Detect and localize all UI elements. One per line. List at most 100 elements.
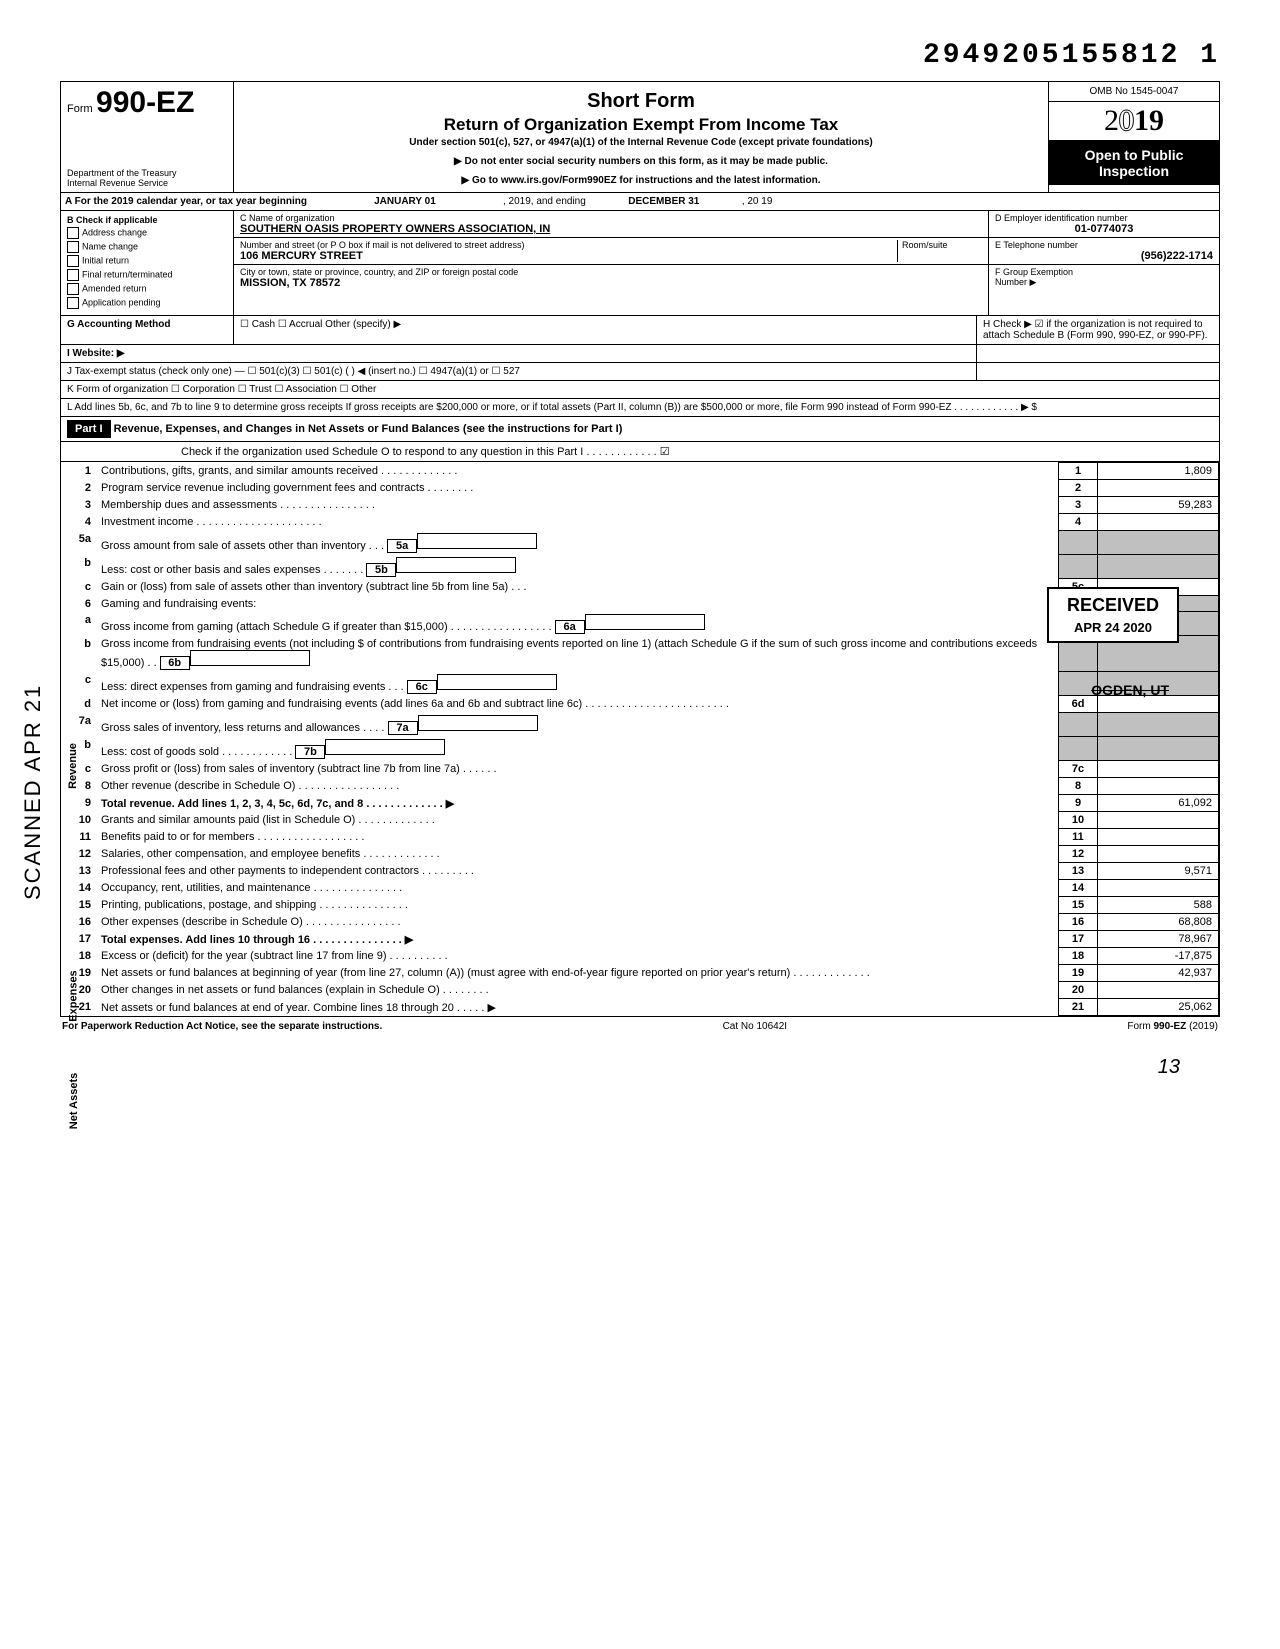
line-8: 8Other revenue (describe in Schedule O) … xyxy=(61,778,1219,795)
title-short-form: Short Form xyxy=(244,90,1038,113)
chk-amended-return[interactable]: Amended return xyxy=(67,283,227,295)
row-a-tail: , 20 19 xyxy=(738,193,777,210)
line-18: 18Excess or (deficit) for the year (subt… xyxy=(61,948,1219,965)
header-left: Form 990-EZ Department of the Treasury I… xyxy=(61,82,234,192)
document-id: 2949205155812 1 xyxy=(60,40,1220,71)
scanned-stamp: SCANNED APR 21 xyxy=(20,684,46,900)
footer-right: Form 990-EZ (2019) xyxy=(1127,1021,1218,1032)
line-16: 16Other expenses (describe in Schedule O… xyxy=(61,914,1219,931)
row-i-label: I Website: ▶ xyxy=(61,345,233,362)
chk-label-5: Application pending xyxy=(82,297,161,307)
line-14: 14Occupancy, rent, utilities, and mainte… xyxy=(61,880,1219,897)
open-line1: Open to Public xyxy=(1051,147,1217,163)
line-4: 4Investment income . . . . . . . . . . .… xyxy=(61,514,1219,531)
cell-street: Number and street (or P O box if mail is… xyxy=(234,238,988,265)
line-20: 20Other changes in net assets or fund ba… xyxy=(61,982,1219,999)
col-cde: C Name of organization SOUTHERN OASIS PR… xyxy=(234,211,989,315)
header-sub: Under section 501(c), 527, or 4947(a)(1)… xyxy=(244,137,1038,148)
header-note1: ▶ Do not enter social security numbers o… xyxy=(244,156,1038,167)
line-5b: bLess: cost or other basis and sales exp… xyxy=(61,555,1219,579)
row-i: I Website: ▶ xyxy=(61,345,1219,363)
chk-label-0: Address change xyxy=(82,227,147,237)
line-6a: aGross income from gaming (attach Schedu… xyxy=(61,612,1219,636)
chk-final-return[interactable]: Final return/terminated xyxy=(67,269,227,281)
chk-application-pending[interactable]: Application pending xyxy=(67,297,227,309)
dept-treasury: Department of the Treasury xyxy=(67,168,227,178)
e-phone: (956)222-1714 xyxy=(995,250,1213,262)
omb-number: OMB No 1545-0047 xyxy=(1049,82,1219,102)
col-b: B Check if applicable Address change Nam… xyxy=(61,211,234,315)
c-org-name: SOUTHERN OASIS PROPERTY OWNERS ASSOCIATI… xyxy=(240,223,982,235)
open-line2: Inspection xyxy=(1051,163,1217,179)
row-a-end: DECEMBER 31 xyxy=(590,193,738,210)
row-g-label: G Accounting Method xyxy=(61,316,234,344)
row-j-label: J Tax-exempt status (check only one) — ☐… xyxy=(61,363,977,380)
f-label2: Number ▶ xyxy=(995,277,1213,288)
cell-f-group: F Group Exemption Number ▶ xyxy=(989,265,1219,290)
line-17: 17Total expenses. Add lines 10 through 1… xyxy=(61,931,1219,948)
room-label: Room/suite xyxy=(897,240,982,262)
row-l: L Add lines 5b, 6c, and 7b to line 9 to … xyxy=(61,399,1219,417)
row-a-begin: JANUARY 01 xyxy=(311,193,499,210)
received-stamp: RECEIVED APR 24 2020 xyxy=(1047,587,1179,643)
stamp-ogden: OGDEN, UT xyxy=(1091,682,1169,698)
line-12: 12Salaries, other compensation, and empl… xyxy=(61,846,1219,863)
street-val: 106 MERCURY STREET xyxy=(240,250,897,262)
stamp-received: RECEIVED xyxy=(1067,595,1159,616)
line-11: 11Benefits paid to or for members . . . … xyxy=(61,829,1219,846)
line-6b: bGross income from fundraising events (n… xyxy=(61,636,1219,672)
row-a-tax-year: A For the 2019 calendar year, or tax yea… xyxy=(61,193,1219,211)
row-j: J Tax-exempt status (check only one) — ☐… xyxy=(61,363,1219,381)
chk-initial-return[interactable]: Initial return xyxy=(67,255,227,267)
year-0: 0 xyxy=(1119,104,1134,137)
col-b-label: B Check if applicable xyxy=(67,215,227,225)
stamp-date: APR 24 2020 xyxy=(1067,620,1159,635)
side-netassets: Net Assets xyxy=(68,1073,80,1129)
line-21: 21Net assets or fund balances at end of … xyxy=(61,999,1219,1016)
header-note2: ▶ Go to www.irs.gov/Form990EZ for instru… xyxy=(244,175,1038,186)
city-val: MISSION, TX 78572 xyxy=(240,277,982,289)
row-g: G Accounting Method ☐ Cash ☐ Accrual Oth… xyxy=(61,316,1219,345)
chk-label-3: Final return/terminated xyxy=(82,269,173,279)
city-label: City or town, state or province, country… xyxy=(240,267,982,277)
cell-c-name: C Name of organization SOUTHERN OASIS PR… xyxy=(234,211,988,238)
header: Form 990-EZ Department of the Treasury I… xyxy=(61,82,1219,193)
line-19: 19Net assets or fund balances at beginni… xyxy=(61,965,1219,982)
row-g-opts: ☐ Cash ☐ Accrual Other (specify) ▶ xyxy=(234,316,977,344)
line-15: 15Printing, publications, postage, and s… xyxy=(61,897,1219,914)
line-5a: 5aGross amount from sale of assets other… xyxy=(61,531,1219,555)
line-9: 9Total revenue. Add lines 1, 2, 3, 4, 5c… xyxy=(61,795,1219,812)
cell-d-ein: D Employer identification number 01-0774… xyxy=(989,211,1219,238)
row-a-label: A For the 2019 calendar year, or tax yea… xyxy=(65,196,307,207)
line-1: 1Contributions, gifts, grants, and simil… xyxy=(61,463,1219,480)
line-10: 10Grants and similar amounts paid (list … xyxy=(61,812,1219,829)
line-13: 13Professional fees and other payments t… xyxy=(61,863,1219,880)
line-3: 3Membership dues and assessments . . . .… xyxy=(61,497,1219,514)
e-label: E Telephone number xyxy=(995,240,1213,250)
f-label: F Group Exemption xyxy=(995,267,1213,277)
row-a-mid: , 2019, and ending xyxy=(499,193,590,210)
form-990ez: Form 990-EZ Department of the Treasury I… xyxy=(60,81,1220,1017)
cell-e-phone: E Telephone number (956)222-1714 xyxy=(989,238,1219,265)
line-2: 2Program service revenue including gover… xyxy=(61,480,1219,497)
d-label: D Employer identification number xyxy=(995,213,1213,223)
line-7c: cGross profit or (loss) from sales of in… xyxy=(61,761,1219,778)
line-6c: cLess: direct expenses from gaming and f… xyxy=(61,672,1219,696)
part1-title: Revenue, Expenses, and Changes in Net As… xyxy=(114,423,623,435)
chk-label-1: Name change xyxy=(82,241,138,251)
footer-left: For Paperwork Reduction Act Notice, see … xyxy=(62,1021,382,1032)
chk-name-change[interactable]: Name change xyxy=(67,241,227,253)
chk-label-4: Amended return xyxy=(82,283,147,293)
year-19: 19 xyxy=(1134,104,1164,137)
form-number: 990-EZ xyxy=(96,86,194,119)
side-expenses: Expenses xyxy=(68,970,80,1021)
open-to-public: Open to Public Inspection xyxy=(1049,141,1219,185)
line-6d: dNet income or (loss) from gaming and fu… xyxy=(61,696,1219,713)
line-7b: bLess: cost of goods sold . . . . . . . … xyxy=(61,737,1219,761)
lines-table: 1Contributions, gifts, grants, and simil… xyxy=(61,462,1219,1016)
row-k-label: K Form of organization ☐ Corporation ☐ T… xyxy=(61,381,1219,398)
chk-address-change[interactable]: Address change xyxy=(67,227,227,239)
street-label: Number and street (or P O box if mail is… xyxy=(240,240,897,250)
form-prefix: Form xyxy=(67,103,93,115)
line-5c: cGain or (loss) from sale of assets othe… xyxy=(61,579,1219,596)
